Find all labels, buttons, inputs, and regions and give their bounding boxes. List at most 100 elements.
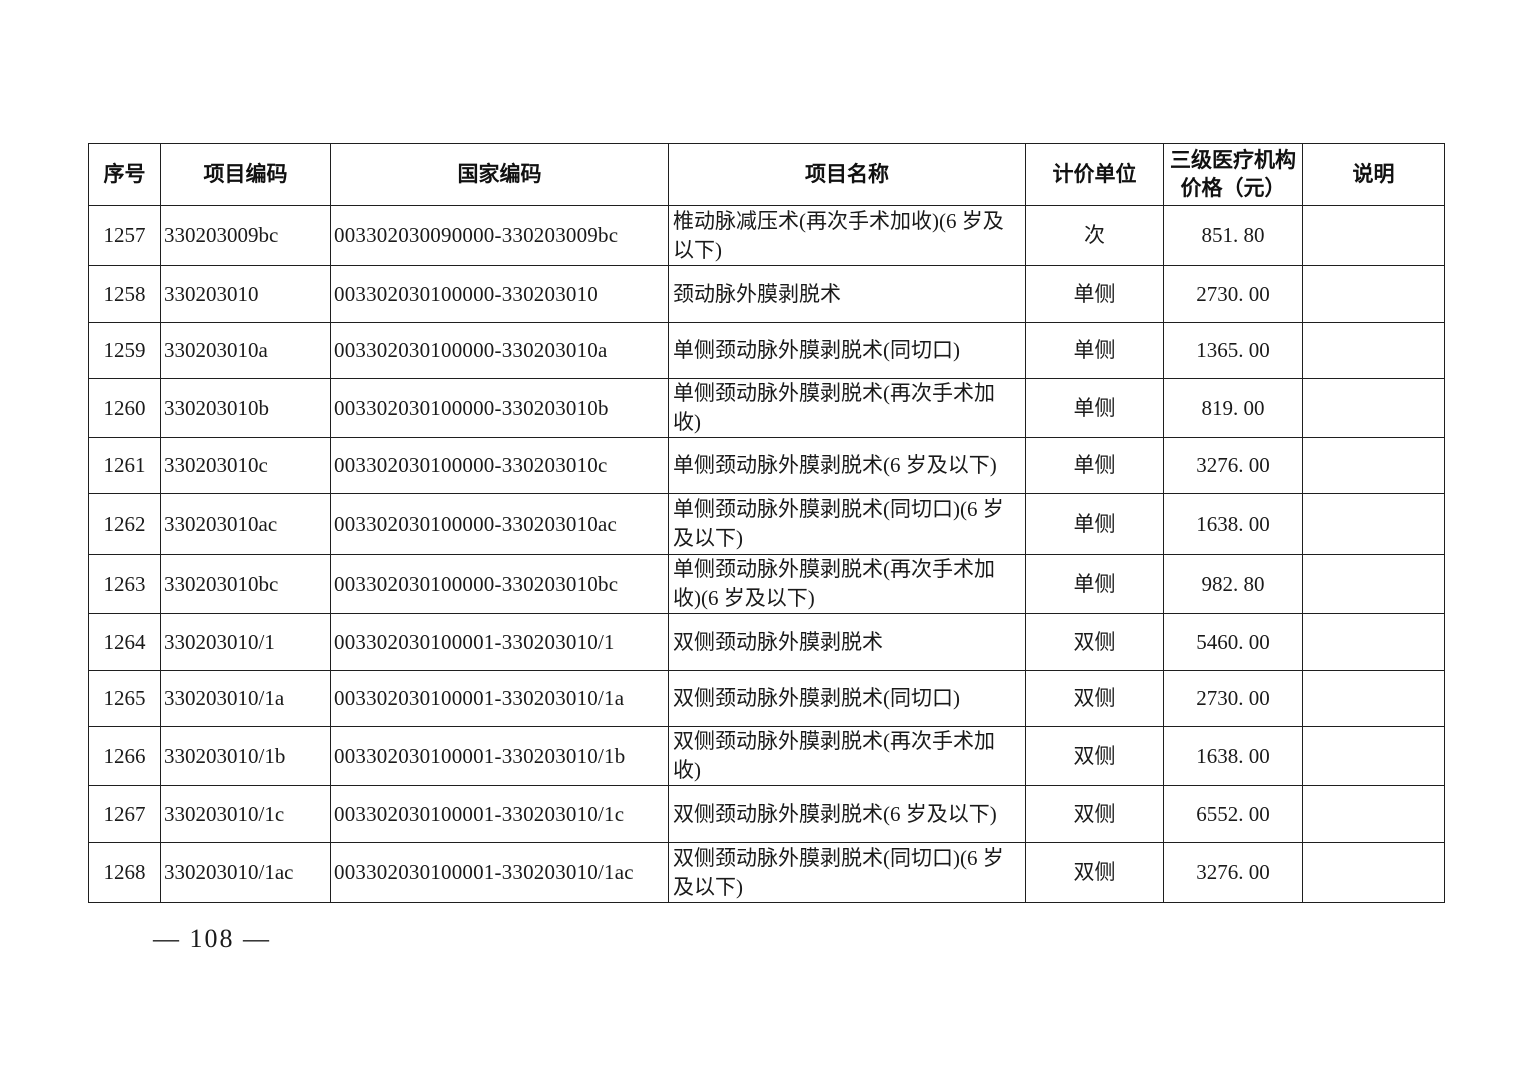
cell-national-code: 003302030100000-330203010bc [330,554,669,614]
cell-note [1302,205,1445,266]
header-row: 序号 项目编码 国家编码 项目名称 计价单位 三级医疗机构 价格（元） 说明 [88,143,1445,206]
cell-item-name: 单侧颈动脉外膜剥脱术(再次手术加收) [668,378,1026,438]
cell-price: 851. 80 [1163,205,1303,266]
cell-pricing-unit: 双侧 [1025,726,1164,786]
cell-seq: 1267 [88,785,161,843]
cell-note [1302,726,1445,786]
cell-price: 2730. 00 [1163,265,1303,323]
table-row: 1261 330203010c 003302030100000-33020301… [88,437,1445,494]
table-row: 1268 330203010/1ac 003302030100001-33020… [88,842,1445,903]
cell-national-code: 003302030100000-330203010c [330,437,669,494]
cell-item-name: 单侧颈动脉外膜剥脱术(同切口) [668,322,1026,379]
cell-note [1302,322,1445,379]
cell-item-code: 330203010a [160,322,331,379]
cell-price: 2730. 00 [1163,670,1303,727]
cell-note [1302,670,1445,727]
cell-note [1302,265,1445,323]
cell-item-name: 单侧颈动脉外膜剥脱术(再次手术加收)(6 岁及以下) [668,554,1026,614]
cell-item-code: 330203010b [160,378,331,438]
table-row: 1259 330203010a 003302030100000-33020301… [88,322,1445,379]
cell-seq: 1260 [88,378,161,438]
col-header-tier3-price-line1: 三级医疗机构 [1170,148,1296,172]
cell-item-name: 单侧颈动脉外膜剥脱术(同切口)(6 岁及以下) [668,493,1026,555]
cell-price: 1638. 00 [1163,493,1303,555]
cell-pricing-unit: 单侧 [1025,554,1164,614]
cell-item-code: 330203010ac [160,493,331,555]
col-header-note: 说明 [1302,143,1445,206]
cell-seq: 1263 [88,554,161,614]
cell-national-code: 003302030100001-330203010/1ac [330,842,669,903]
cell-pricing-unit: 双侧 [1025,670,1164,727]
table-row: 1266 330203010/1b 003302030100001-330203… [88,726,1445,786]
table-row: 1257 330203009bc 003302030090000-3302030… [88,205,1445,266]
cell-item-name: 椎动脉减压术(再次手术加收)(6 岁及以下) [668,205,1026,266]
table-row: 1263 330203010bc 003302030100000-3302030… [88,554,1445,614]
col-header-item-name: 项目名称 [668,143,1026,206]
col-header-tier3-price-line2: 价格（元） [1180,176,1286,200]
cell-seq: 1262 [88,493,161,555]
cell-pricing-unit: 双侧 [1025,842,1164,903]
cell-seq: 1261 [88,437,161,494]
col-header-item-code: 项目编码 [160,143,331,206]
cell-item-code: 330203010c [160,437,331,494]
col-header-tier3-price: 三级医疗机构 价格（元） [1163,143,1303,206]
cell-item-code: 330203010/1ac [160,842,331,903]
cell-seq: 1257 [88,205,161,266]
table-row: 1267 330203010/1c 003302030100001-330203… [88,785,1445,843]
cell-note [1302,613,1445,671]
cell-price: 1365. 00 [1163,322,1303,379]
table-row: 1258 330203010 003302030100000-330203010… [88,265,1445,323]
cell-note [1302,437,1445,494]
cell-note [1302,842,1445,903]
cell-note [1302,785,1445,843]
cell-price: 1638. 00 [1163,726,1303,786]
cell-national-code: 003302030100001-330203010/1a [330,670,669,727]
cell-seq: 1268 [88,842,161,903]
cell-item-name: 双侧颈动脉外膜剥脱术(同切口) [668,670,1026,727]
cell-pricing-unit: 单侧 [1025,322,1164,379]
cell-item-code: 330203009bc [160,205,331,266]
cell-seq: 1258 [88,265,161,323]
cell-note [1302,378,1445,438]
cell-price: 3276. 00 [1163,842,1303,903]
cell-item-code: 330203010/1 [160,613,331,671]
cell-item-name: 双侧颈动脉外膜剥脱术 [668,613,1026,671]
cell-national-code: 003302030100000-330203010b [330,378,669,438]
cell-pricing-unit: 单侧 [1025,378,1164,438]
cell-pricing-unit: 单侧 [1025,265,1164,323]
col-header-national-code: 国家编码 [330,143,669,206]
cell-national-code: 003302030100001-330203010/1c [330,785,669,843]
page-number: — 108 — [153,924,271,953]
price-table: 序号 项目编码 国家编码 项目名称 计价单位 三级医疗机构 价格（元） 说明 1… [88,143,1445,903]
cell-note [1302,493,1445,555]
cell-national-code: 003302030100000-330203010 [330,265,669,323]
cell-national-code: 003302030100000-330203010ac [330,493,669,555]
cell-seq: 1259 [88,322,161,379]
cell-item-name: 双侧颈动脉外膜剥脱术(6 岁及以下) [668,785,1026,843]
cell-item-code: 330203010/1b [160,726,331,786]
cell-seq: 1264 [88,613,161,671]
cell-item-code: 330203010/1c [160,785,331,843]
table-row: 1260 330203010b 003302030100000-33020301… [88,378,1445,438]
cell-price: 5460. 00 [1163,613,1303,671]
cell-pricing-unit: 次 [1025,205,1164,266]
cell-item-name: 单侧颈动脉外膜剥脱术(6 岁及以下) [668,437,1026,494]
cell-item-code: 330203010/1a [160,670,331,727]
cell-seq: 1265 [88,670,161,727]
cell-item-name: 双侧颈动脉外膜剥脱术(再次手术加收) [668,726,1026,786]
cell-price: 3276. 00 [1163,437,1303,494]
cell-pricing-unit: 双侧 [1025,613,1164,671]
cell-national-code: 003302030100000-330203010a [330,322,669,379]
cell-national-code: 003302030100001-330203010/1b [330,726,669,786]
cell-item-name: 双侧颈动脉外膜剥脱术(同切口)(6 岁及以下) [668,842,1026,903]
cell-national-code: 003302030090000-330203009bc [330,205,669,266]
table-row: 1265 330203010/1a 003302030100001-330203… [88,670,1445,727]
col-header-seq: 序号 [88,143,161,206]
cell-price: 6552. 00 [1163,785,1303,843]
cell-seq: 1266 [88,726,161,786]
col-header-pricing-unit: 计价单位 [1025,143,1164,206]
cell-price: 819. 00 [1163,378,1303,438]
cell-pricing-unit: 单侧 [1025,437,1164,494]
table-row: 1262 330203010ac 003302030100000-3302030… [88,493,1445,555]
